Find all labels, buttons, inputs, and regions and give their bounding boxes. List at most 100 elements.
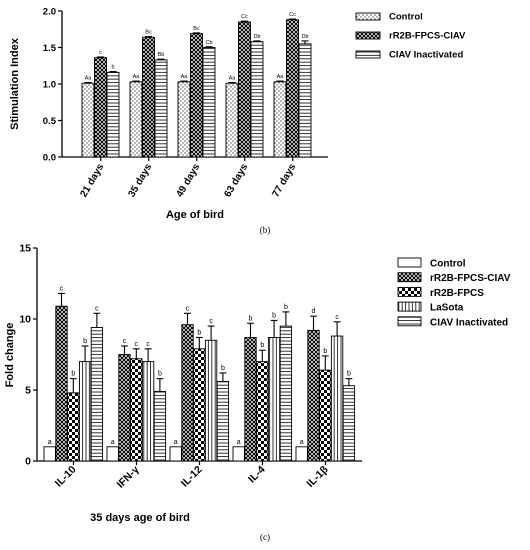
chart-b-y-tick-label: 2.0	[43, 7, 56, 18]
chart-b-y-tick-label: 1.5	[43, 43, 57, 54]
chart-b-legend-item: Control	[355, 12, 423, 23]
chart-c-bar	[43, 446, 56, 462]
chart-b-bar	[286, 19, 299, 158]
chart-b: 0.0 0.5 1.0 1.5 2.0 21 days 35 days 49 days 63 …	[9, 7, 466, 236]
chart-c-legend-label: LaSota	[430, 303, 464, 314]
chart-b-y-ticks: 0.0 0.5 1.0 1.5 2.0	[43, 7, 62, 164]
chart-c-legend-swatch	[397, 301, 422, 312]
chart-c-legend-swatch	[397, 272, 422, 283]
chart-b-y-axis: 0.0 0.5 1.0 1.5 2.0	[43, 7, 63, 164]
chart-c-x-tick-label: IL-10	[53, 464, 79, 490]
chart-b-x-axis-title: Age of bird	[166, 209, 224, 221]
chart-c-legend-item: rR2B-FPCS-CIAV	[397, 272, 511, 284]
chart-b-significance-label: Db	[301, 34, 308, 40]
chart-c-x-tick-label: IL-12	[179, 464, 205, 490]
chart-c-legend-swatch	[397, 286, 422, 297]
chart-b-significance-label: b	[111, 65, 114, 71]
chart-c-x-tick-label: IL-1β	[304, 463, 331, 490]
chart-c-legend-item: CIAV Inactivated	[397, 316, 508, 328]
chart-c-y-tick-label: 0	[25, 456, 31, 468]
chart-b-bar	[154, 59, 168, 158]
chart-c-significance-label: c	[209, 318, 213, 325]
chart-c-x-ticks: IL-10 IFN-γ IL-12 IL-4 IL-1β	[53, 461, 331, 491]
chart-b-bar	[106, 71, 120, 158]
chart-c-legend-label: rR2B-FPCS	[430, 288, 484, 299]
chart-c-legend-swatch	[397, 257, 422, 268]
chart-b-bar	[273, 81, 287, 158]
chart-c-significance-label: a	[237, 439, 241, 446]
chart-b-y-axis-title: Stimulation Index	[9, 37, 21, 130]
chart-c-bar	[67, 392, 80, 462]
chart-c-significance-label: c	[123, 338, 127, 345]
chart-b-x-tick-label: 21 days	[78, 162, 106, 200]
chart-c-bar	[193, 348, 206, 462]
chart-c-significance-label: a	[111, 439, 115, 446]
chart-b-significance-label: Bb	[158, 52, 165, 58]
chart-c-bar	[256, 361, 269, 462]
chart-c-panel-label: (c)	[260, 532, 270, 542]
chart-c-legend-item: LaSota	[397, 301, 464, 314]
chart-b-legend: Control rR2B-FPCS-CIAV CIAV Inactivated	[355, 12, 466, 61]
chart-c-bar	[141, 361, 155, 462]
chart-c-significance-label: b	[158, 371, 162, 378]
chart-b-x-ticks: 21 days 35 days 49 days 63 days 77 days	[78, 157, 299, 200]
chart-c-y-tick-label: 15	[19, 243, 31, 255]
chart-c-bar	[307, 329, 320, 462]
chart-b-bar	[225, 82, 239, 158]
chart-c-y-tick-label: 5	[25, 385, 31, 397]
chart-b-legend-item: rR2B-FPCS-CIAV	[355, 31, 466, 42]
chart-b-significance-label: c	[99, 50, 102, 56]
chart-c-bar	[118, 354, 131, 462]
chart-c-bar	[232, 446, 245, 462]
chart-c-y-axis-title: Fold change	[4, 323, 16, 388]
chart-c-significance-label: b	[260, 342, 264, 349]
chart-b-y-tick-label: 0.5	[43, 116, 57, 127]
chart-b-y-tick-label: 0.0	[43, 153, 56, 164]
chart-c-legend-swatch	[397, 316, 422, 327]
chart-c-significance-label: c	[95, 305, 99, 312]
chart-b-significance-label: Db	[253, 34, 260, 40]
chart-c-bar	[169, 446, 182, 462]
chart-c-legend-item: Control	[397, 257, 466, 270]
chart-b-bar	[129, 81, 143, 158]
chart-c-x-axis-title: 35 days age of bird	[90, 512, 190, 524]
chart-c-significance-label: c	[335, 314, 339, 321]
chart-b-bar	[81, 82, 95, 158]
chart-b-x-tick-label: 63 days	[222, 162, 250, 200]
chart-c-significance-label: d	[312, 308, 316, 315]
chart-b-significance-label: Cc	[289, 12, 296, 18]
chart-c-bar	[244, 337, 257, 462]
chart-b-panel-label: (b)	[260, 225, 271, 235]
chart-b-significance-label: Cc	[241, 14, 248, 20]
chart-b-x-axis: 21 days 35 days 49 days 63 days 77 days	[62, 156, 328, 200]
chart-b-x-tick-label: 49 days	[174, 162, 202, 200]
chart-c-significance-label: b	[197, 329, 201, 336]
chart-b-bar	[238, 21, 251, 158]
chart-b-bar	[177, 81, 191, 158]
chart-c-bar	[342, 385, 356, 462]
chart-c-bar	[55, 305, 68, 462]
chart-c-legend-label: Control	[430, 259, 466, 270]
chart-c-legend-label: rR2B-FPCS-CIAV	[430, 273, 511, 284]
chart-c-bar	[181, 324, 194, 462]
chart-c-bar	[90, 327, 104, 462]
chart-c-significance-label: b	[272, 312, 276, 319]
chart-c-y-tick-label: 10	[19, 314, 31, 326]
chart-b-significance-label: Aa	[277, 74, 285, 80]
chart-c-significance-label: a	[300, 439, 304, 446]
chart-c-significance-label: b	[323, 348, 327, 355]
chart-c-significance-label: c	[135, 341, 139, 348]
chart-c-x-axis: IL-10 IFN-γ IL-12 IL-4 IL-1β	[37, 460, 362, 491]
chart-c-x-tick-label: IL-4	[246, 464, 268, 486]
chart-c-legend-label: CIAV Inactivated	[430, 317, 508, 328]
chart-c-significance-label: c	[146, 341, 150, 348]
chart-b-y-tick-label: 1.0	[43, 80, 56, 91]
chart-c-bar	[267, 337, 281, 462]
chart-c-bar	[106, 446, 119, 462]
chart-b-legend-swatch	[355, 31, 381, 40]
chart-c-legend: Control rR2B-FPCS-CIAV rR2B-FPCS LaSota CIAV…	[397, 257, 511, 328]
chart-b-x-tick-label: 35 days	[126, 162, 154, 200]
